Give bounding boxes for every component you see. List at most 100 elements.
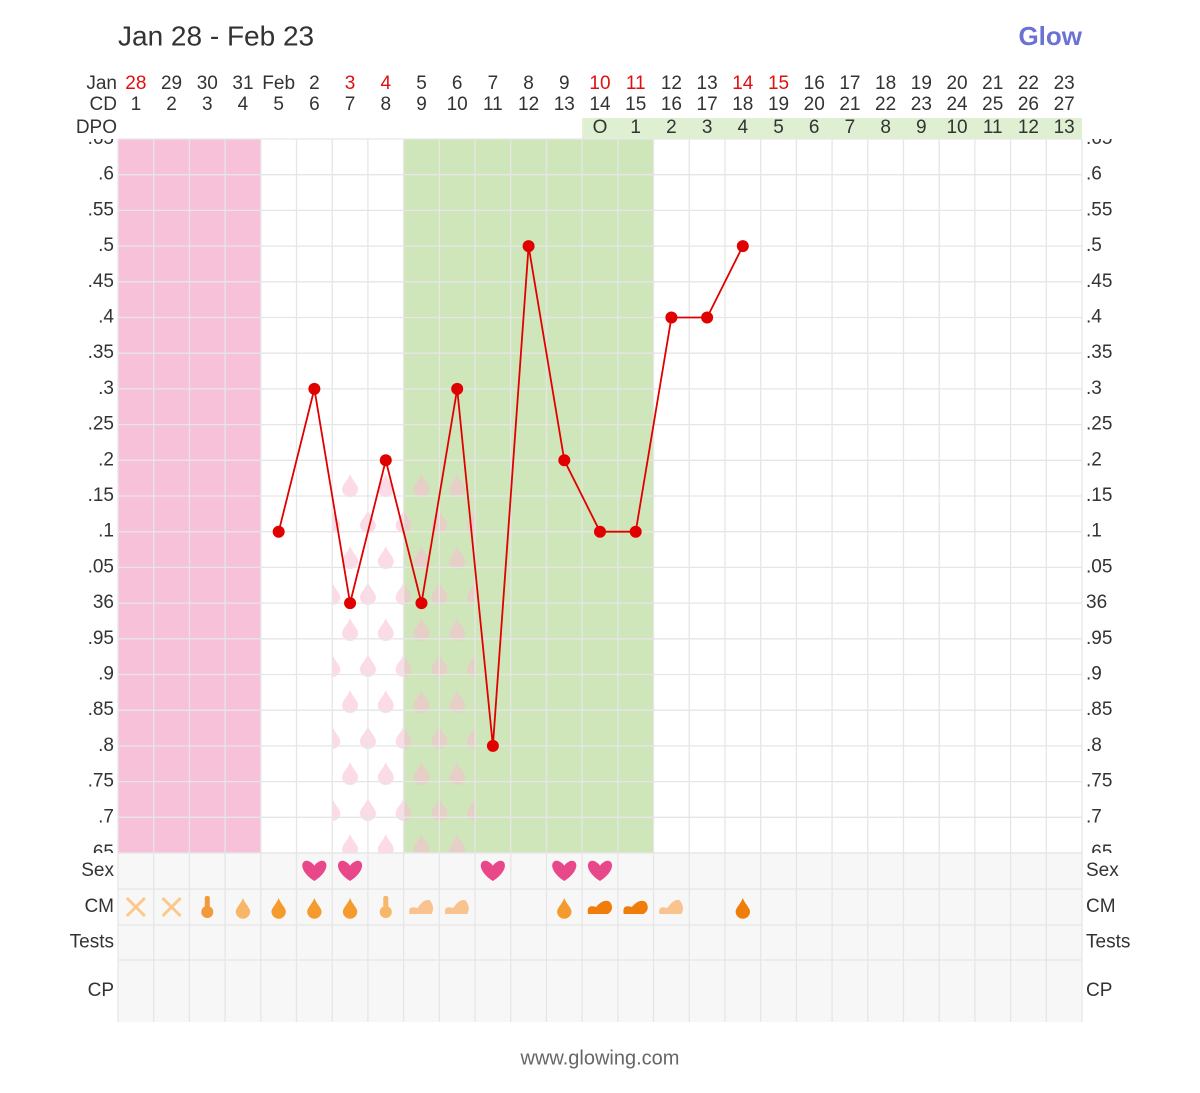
spotting-drop bbox=[306, 618, 322, 641]
cd-label: 23 bbox=[911, 94, 932, 115]
y-tick-label-right: .4 bbox=[1086, 307, 1102, 328]
date-label: 6 bbox=[452, 73, 463, 94]
date-label: 22 bbox=[1018, 73, 1039, 94]
dpo-label: 12 bbox=[1018, 117, 1039, 138]
spotting-drop bbox=[377, 762, 394, 785]
cd-label: 3 bbox=[202, 94, 213, 115]
cd-label: 19 bbox=[768, 94, 789, 115]
spotting-drop bbox=[413, 690, 430, 713]
y-tick-label-right: .7 bbox=[1086, 806, 1102, 827]
cm-icon bbox=[735, 898, 751, 919]
spotting-drop bbox=[449, 546, 466, 569]
sex-heart bbox=[480, 860, 505, 881]
y-tick-label: .25 bbox=[88, 414, 114, 435]
y-tick-label: .95 bbox=[88, 628, 114, 649]
cd-label: 11 bbox=[483, 94, 503, 115]
y-tick-label-right: .65 bbox=[1086, 128, 1112, 149]
y-tick-label-right: .8 bbox=[1086, 735, 1102, 756]
cd-label: 9 bbox=[416, 94, 427, 115]
dpo-label: 10 bbox=[946, 117, 967, 138]
dpo-label: 1 bbox=[630, 117, 641, 138]
spotting-drop bbox=[342, 618, 359, 641]
date-label: 8 bbox=[523, 73, 534, 94]
spotting-drop bbox=[449, 762, 466, 785]
date-label: 4 bbox=[380, 73, 391, 94]
y-tick-label-right: .35 bbox=[1086, 342, 1112, 363]
date-label: 9 bbox=[559, 73, 570, 94]
cm-icon bbox=[204, 896, 210, 908]
temperature-point bbox=[379, 454, 392, 467]
cm-icon bbox=[235, 898, 251, 919]
spotting-drop bbox=[332, 582, 341, 605]
y-tick-label-right: .05 bbox=[1086, 556, 1112, 577]
dpo-label: 3 bbox=[702, 117, 713, 138]
cd-label: 26 bbox=[1018, 94, 1039, 115]
y-tick-label: .85 bbox=[88, 699, 114, 720]
cd-label: 16 bbox=[661, 94, 682, 115]
brand-logo: Glow bbox=[1018, 21, 1082, 51]
y-tick-label: 36 bbox=[93, 592, 114, 613]
cd-label: 21 bbox=[839, 94, 860, 115]
cd-label: CD bbox=[90, 94, 117, 115]
cm-icon bbox=[623, 900, 648, 914]
date-label: 31 bbox=[232, 73, 253, 94]
y-tick-label: .9 bbox=[98, 664, 114, 685]
cm-icon bbox=[125, 896, 146, 918]
cd-label: 25 bbox=[982, 94, 1003, 115]
y-tick-label-right: .9 bbox=[1086, 664, 1102, 685]
temperature-point bbox=[629, 525, 642, 538]
dpo-label: 2 bbox=[666, 117, 677, 138]
date-label: 3 bbox=[345, 73, 356, 94]
cm-icon bbox=[307, 898, 322, 919]
spotting-drop bbox=[449, 834, 466, 853]
date-label: 13 bbox=[697, 73, 718, 94]
row-label-right: Sex bbox=[1086, 860, 1119, 881]
spotting-drop bbox=[342, 690, 359, 713]
spotting-drop bbox=[467, 582, 476, 605]
cd-label: 24 bbox=[946, 94, 968, 115]
sex-heart bbox=[552, 860, 577, 881]
chart-title: Jan 28 - Feb 23 bbox=[118, 20, 314, 51]
bottom-rows-bg bbox=[118, 853, 1082, 1022]
spotting-drop bbox=[342, 474, 359, 497]
cd-label: 22 bbox=[875, 94, 896, 115]
date-label: 2 bbox=[309, 73, 320, 94]
cd-label: 20 bbox=[804, 94, 825, 115]
y-tick-label: .7 bbox=[98, 806, 114, 827]
y-tick-label: .35 bbox=[88, 342, 114, 363]
cm-icon bbox=[444, 899, 469, 914]
spotting-drop bbox=[342, 546, 359, 569]
spotting-drop bbox=[413, 474, 430, 497]
cd-label: 6 bbox=[309, 94, 320, 115]
y-tick-label: .2 bbox=[98, 449, 114, 470]
spotting-drop bbox=[413, 546, 430, 569]
spotting-drop bbox=[467, 654, 476, 677]
y-tick-label-right: .85 bbox=[1086, 699, 1112, 720]
temperature-point bbox=[594, 525, 606, 538]
cd-label: 2 bbox=[166, 94, 177, 115]
temperature-point bbox=[665, 311, 678, 324]
sex-heart bbox=[587, 860, 613, 881]
cm-icon bbox=[409, 899, 434, 914]
cd-label: 7 bbox=[345, 94, 356, 115]
temperature-point bbox=[415, 597, 428, 610]
date-label: 28 bbox=[125, 73, 146, 94]
y-tick-label: .3 bbox=[98, 378, 114, 399]
date-label: 15 bbox=[768, 73, 789, 94]
date-label: 19 bbox=[911, 73, 932, 94]
row-label-right: CP bbox=[1086, 980, 1112, 1001]
y-tick-label-right: .45 bbox=[1086, 271, 1112, 292]
cm-icon bbox=[271, 898, 286, 919]
dpo-label: 8 bbox=[880, 117, 891, 138]
cd-label: 5 bbox=[273, 94, 284, 115]
cm-icon bbox=[587, 900, 613, 914]
cm-icon bbox=[201, 906, 214, 918]
y-tick-label-right: 36 bbox=[1086, 592, 1107, 613]
spotting-drop bbox=[467, 798, 476, 821]
cm-icon bbox=[379, 906, 392, 918]
dpo-label: 11 bbox=[983, 117, 1003, 138]
cd-label: 12 bbox=[518, 94, 539, 115]
y-tick-label: .4 bbox=[98, 307, 114, 328]
cd-label: 4 bbox=[238, 94, 249, 115]
